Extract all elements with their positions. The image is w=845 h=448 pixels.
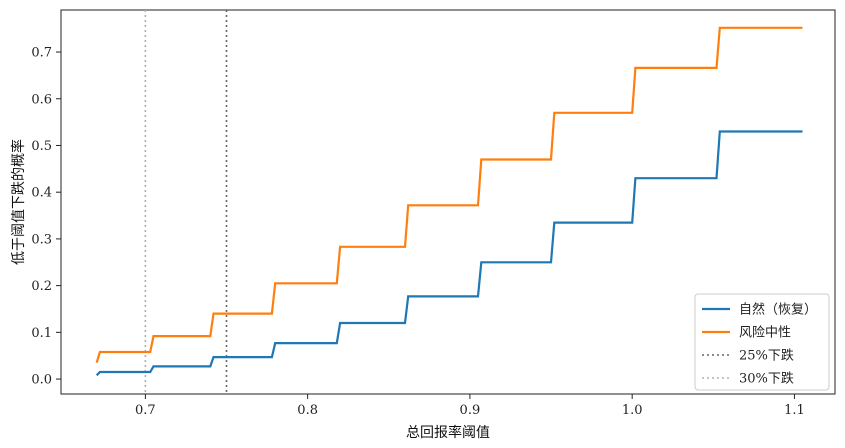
x-tick-label: 0.8: [297, 403, 318, 418]
legend-label: 25%下跌: [739, 348, 794, 364]
y-tick-label: 0.1: [31, 326, 52, 341]
legend: 自然（恢复） 风险中性 25%下跌 30%下跌: [694, 293, 830, 391]
y-tick-label: 0.3: [31, 232, 52, 247]
legend-label: 自然（恢复）: [739, 302, 817, 318]
threshold-lines: [144, 10, 228, 394]
legend-label: 风险中性: [739, 326, 791, 341]
x-tick-label: 1.1: [784, 403, 805, 418]
legend-frame: [694, 293, 830, 391]
y-tick-label: 0.0: [31, 373, 52, 388]
x-tick-label: 0.9: [460, 403, 481, 418]
y-axis-ticks: 0.0 0.1 0.2 0.3 0.4 0.5 0.6 0.7: [31, 46, 61, 388]
y-tick-label: 0.6: [31, 92, 52, 107]
y-tick-label: 0.5: [31, 139, 52, 154]
y-tick-label: 0.2: [31, 279, 52, 294]
series-line: [95, 130, 803, 377]
series-line: [95, 26, 803, 364]
series-lines: [95, 26, 803, 377]
x-tick-label: 1.0: [622, 403, 643, 418]
y-tick-label: 0.7: [31, 46, 52, 61]
x-tick-label: 0.7: [135, 403, 156, 418]
y-tick-label: 0.4: [31, 186, 52, 201]
legend-label: 30%下跌: [739, 371, 794, 387]
y-axis-label: 低于阈值下跌的概率: [10, 139, 27, 265]
x-axis-ticks: 0.7 0.8 0.9 1.0 1.1: [135, 394, 805, 418]
x-axis-label: 总回报率阈值: [406, 424, 490, 441]
